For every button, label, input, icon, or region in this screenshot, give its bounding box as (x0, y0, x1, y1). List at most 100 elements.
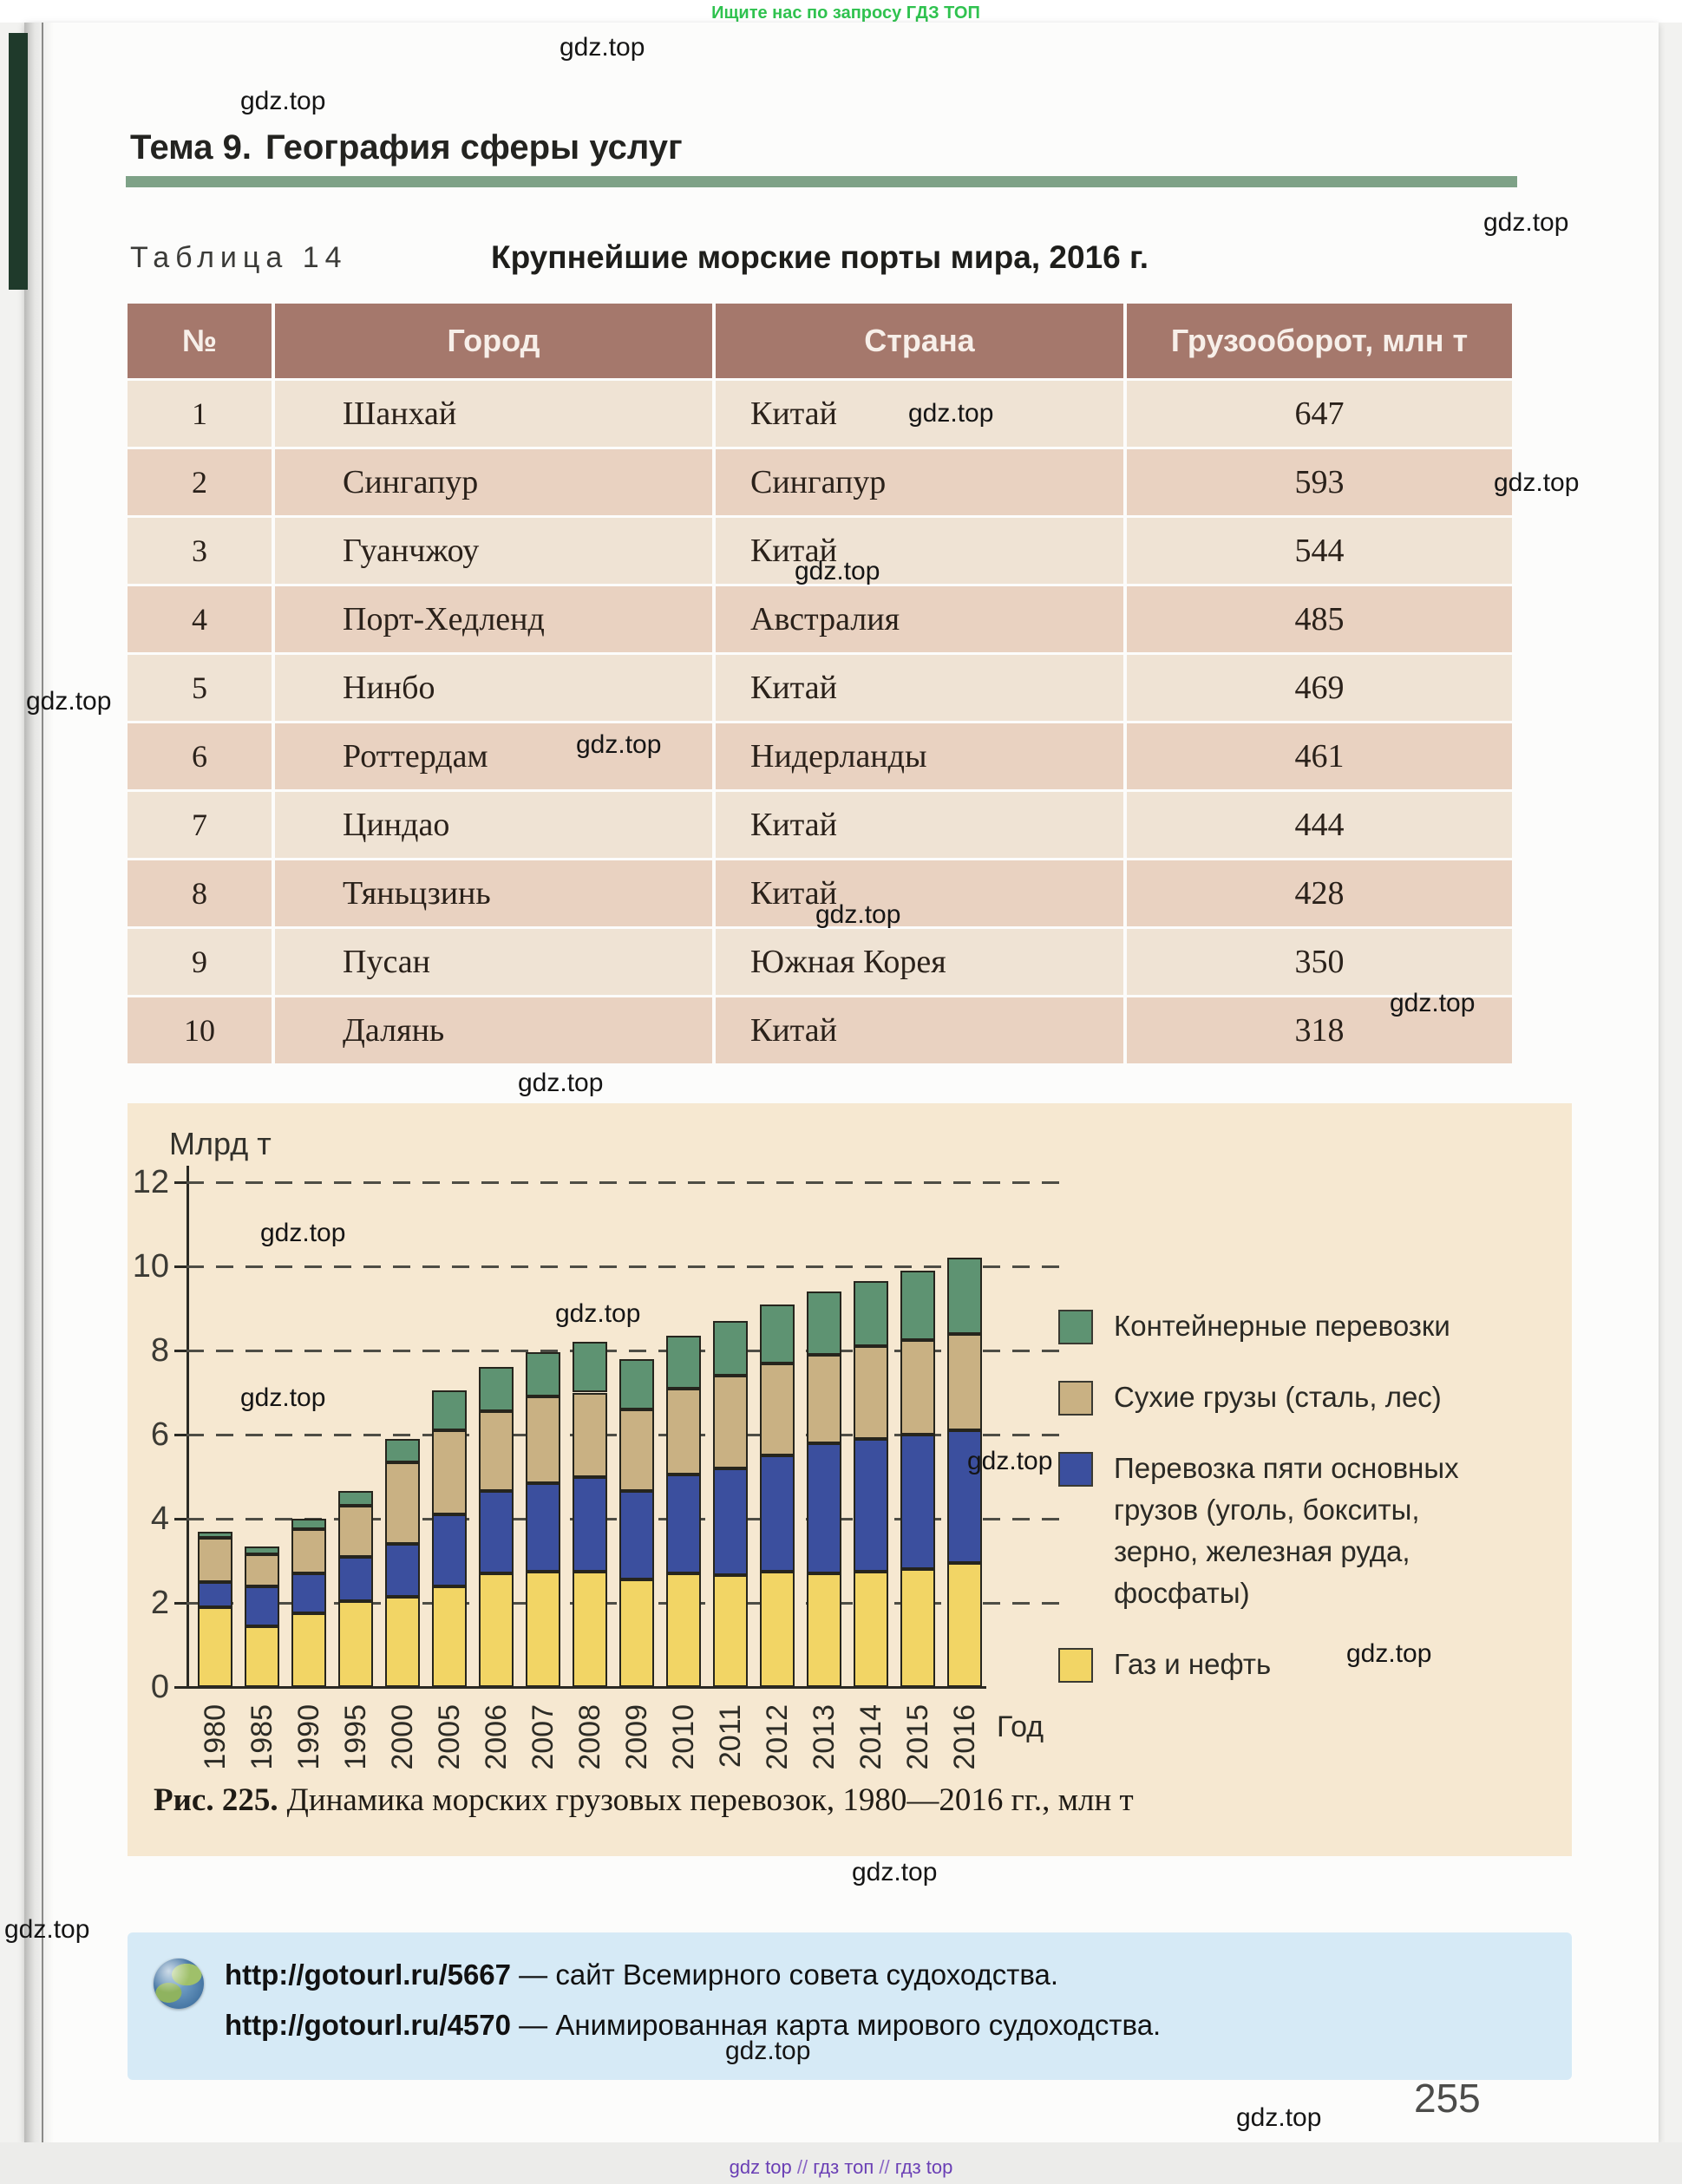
table-cell: 544 (1127, 518, 1512, 584)
footer-link[interactable]: gdz top (729, 2156, 792, 2178)
theme-header: Тема 9. География сферы услуг (130, 128, 683, 167)
globe-icon (154, 1958, 204, 2009)
table-number-label: Таблица 14 (130, 241, 348, 274)
table-cell: 593 (1127, 449, 1512, 515)
gdz-watermark: gdz.top (795, 557, 880, 585)
bar-segment (338, 1556, 373, 1601)
table-cell: 350 (1127, 929, 1512, 995)
gdz-watermark: gdz.top (908, 399, 994, 428)
table-cell: 9 (128, 929, 272, 995)
table-cell: Гуанчжоу (275, 518, 712, 584)
bar-segment (338, 1491, 373, 1507)
gdz-watermark: gdz.top (555, 1299, 641, 1328)
y-axis-tick (174, 1518, 187, 1520)
y-axis-tick-label: 8 (150, 1332, 169, 1369)
bar-segment (479, 1573, 514, 1687)
legend-label: Перевозка пяти основных грузов (уголь, бо… (1114, 1448, 1459, 1614)
bookmark-stripe (9, 33, 28, 290)
bar-segment (479, 1491, 514, 1574)
bar-segment (854, 1571, 888, 1687)
bar-segment (854, 1346, 888, 1439)
table-cell: 485 (1127, 586, 1512, 652)
bar-segment (947, 1562, 982, 1687)
table-cell: Китай (716, 381, 1123, 447)
table-cell: 318 (1127, 997, 1512, 1063)
bar-segment (760, 1571, 795, 1687)
table-cell: 6 (128, 723, 272, 789)
table-cell: Китай (716, 792, 1123, 858)
bar-segment (573, 1342, 607, 1393)
footer-link[interactable]: гдз топ (813, 2156, 874, 2178)
resource-link-line: http://gotourl.ru/5667 — сайт Всемирного… (225, 1950, 1161, 2000)
y-axis-tick (174, 1686, 187, 1689)
bar-segment (713, 1376, 748, 1468)
ports-table: № Город Страна Грузооборот, млн т 1 Шанхай Ки… (128, 304, 1512, 1063)
bar-segment (760, 1455, 795, 1572)
bar-segment (291, 1613, 326, 1687)
bar-segment (666, 1336, 701, 1389)
bar-segment (713, 1575, 748, 1687)
gdz-watermark: gdz.top (26, 687, 112, 716)
legend-swatch (1058, 1452, 1093, 1487)
legend-item: Сухие грузы (сталь, лес) (1058, 1376, 1459, 1418)
bar-segment (198, 1581, 232, 1607)
seo-search-hint: Ищите нас по запросу ГДЗ ТОП (711, 3, 980, 23)
gdz-watermark: gdz.top (240, 1383, 326, 1412)
legend-swatch (1058, 1310, 1093, 1344)
bar-segment (432, 1390, 467, 1431)
legend-swatch (1058, 1381, 1093, 1416)
bar-segment (573, 1571, 607, 1687)
gdz-watermark: gdz.top (1483, 208, 1569, 237)
legend-item: Газ и нефть (1058, 1644, 1459, 1685)
resource-url: http://gotourl.ru/5667 (225, 1958, 511, 1991)
bar-segment (947, 1430, 982, 1563)
bar-segment (760, 1304, 795, 1363)
footer-link[interactable]: гдз top (894, 2156, 953, 2178)
gdz-watermark: gdz.top (815, 900, 901, 929)
bar-segment (198, 1531, 232, 1538)
bar-segment (385, 1438, 420, 1462)
legend-line: Сухие грузы (сталь, лес) (1114, 1381, 1442, 1413)
table-row: 9 Пусан Южная Корея 350 (128, 929, 1512, 995)
footer-separator: // (791, 2156, 814, 2178)
resource-desc: — сайт Всемирного совета судоходства. (511, 1958, 1059, 1991)
cargo-chart: Млрд т 0 2 4 6 8 10 12 1980 1985 1990 1995 2000 2005… (128, 1103, 1572, 1856)
bar-segment (666, 1475, 701, 1574)
table-cell: Циндао (275, 792, 712, 858)
gdz-watermark: gdz.top (1494, 468, 1580, 497)
table-row: 6 Роттердам Нидерланды 461 (128, 723, 1512, 789)
bar-segment (807, 1573, 841, 1687)
bar-segment (619, 1409, 654, 1492)
y-axis-tick (174, 1434, 187, 1436)
table-cell: 428 (1127, 860, 1512, 926)
legend-line: фосфаты) (1114, 1577, 1250, 1609)
gdz-watermark: gdz.top (725, 2037, 811, 2065)
footer-separator: // (874, 2156, 895, 2178)
gdz-watermark: gdz.top (967, 1447, 1053, 1475)
legend-line: Перевозка пяти основных (1114, 1452, 1459, 1484)
table-cell: 461 (1127, 723, 1512, 789)
bar-segment (713, 1321, 748, 1376)
bar-segment (807, 1354, 841, 1443)
bar-segment (619, 1358, 654, 1409)
gdz-watermark: gdz.top (1390, 989, 1476, 1017)
spine-line (42, 23, 43, 2142)
table-row: 3 Гуанчжоу Китай 544 (128, 518, 1512, 584)
figure-caption-label: Рис. 225. (154, 1782, 278, 1818)
table-cell: Пусан (275, 929, 712, 995)
table-row: 7 Циндао Китай 444 (128, 792, 1512, 858)
table-cell: Сингапур (275, 449, 712, 515)
table-cell: 3 (128, 518, 272, 584)
bar-segment (900, 1569, 935, 1687)
bar-segment (854, 1280, 888, 1347)
table-cell: 7 (128, 792, 272, 858)
table-title: Крупнейшие морские порты мира, 2016 г. (490, 239, 1149, 275)
table-cell: Китай (716, 997, 1123, 1063)
bar-segment (713, 1468, 748, 1576)
x-axis-line (187, 1686, 986, 1689)
table-cell: Далянь (275, 997, 712, 1063)
bar-segment (385, 1461, 420, 1545)
table-cell: 4 (128, 586, 272, 652)
table-cell: Порт-Хедленд (275, 586, 712, 652)
bar-segment (900, 1339, 935, 1435)
